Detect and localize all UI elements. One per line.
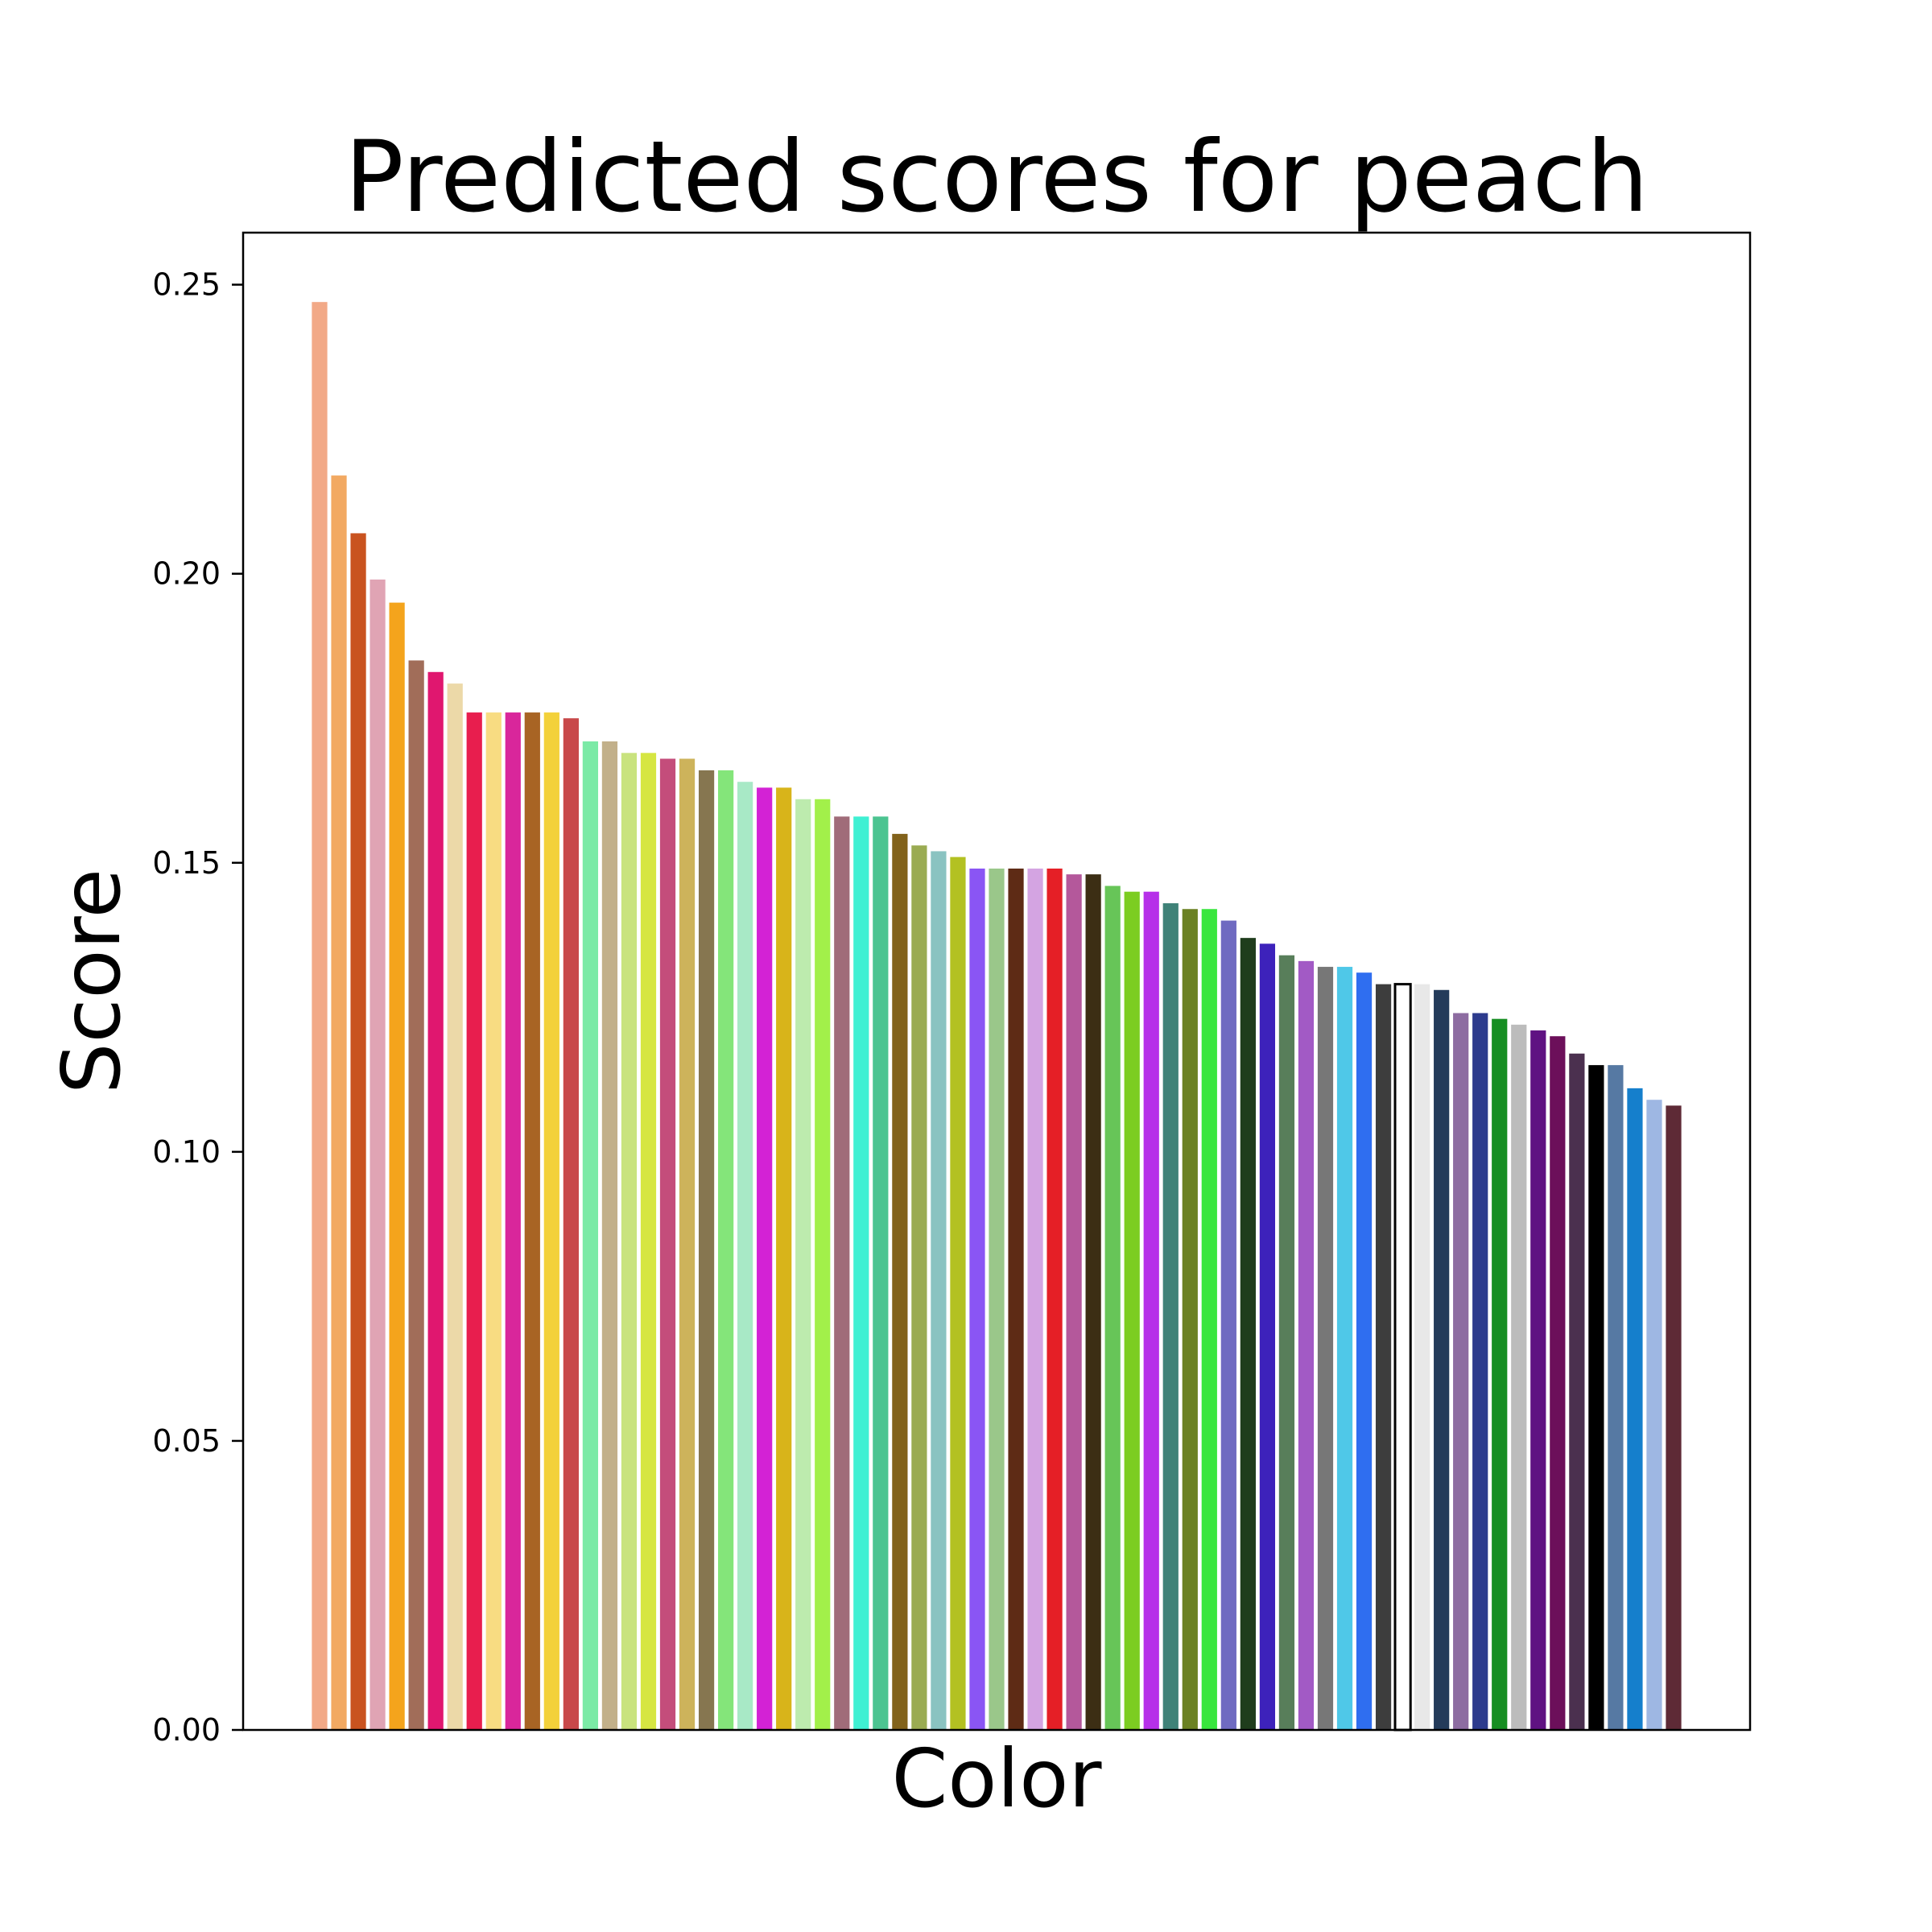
bar xyxy=(717,770,734,1730)
y-tick-label: 0.25 xyxy=(152,267,221,303)
bar xyxy=(815,799,831,1730)
bar xyxy=(1027,868,1043,1730)
bar xyxy=(1201,909,1217,1730)
bar xyxy=(834,816,850,1730)
bar xyxy=(1220,920,1236,1730)
bar xyxy=(524,712,540,1730)
bar xyxy=(1608,1065,1624,1730)
bar xyxy=(757,787,773,1731)
bar xyxy=(1317,967,1334,1730)
y-tick-label: 0.00 xyxy=(152,1712,221,1748)
bar xyxy=(505,712,521,1730)
bar xyxy=(1492,1018,1508,1730)
bar xyxy=(485,712,502,1730)
bar xyxy=(1453,1013,1469,1730)
bar xyxy=(1240,938,1256,1730)
bar xyxy=(1666,1105,1682,1730)
bar xyxy=(466,712,482,1730)
bar xyxy=(969,868,985,1730)
bar xyxy=(1046,868,1063,1730)
bar xyxy=(659,758,676,1730)
bar xyxy=(1434,989,1450,1730)
bar xyxy=(1472,1013,1488,1730)
bar xyxy=(350,533,366,1731)
bar xyxy=(331,475,347,1730)
chart-title: Predicted scores for peach xyxy=(345,120,1649,234)
bar xyxy=(389,602,405,1730)
bar xyxy=(408,660,424,1731)
y-tick-label: 0.20 xyxy=(152,556,221,592)
bar xyxy=(1569,1053,1585,1730)
bar xyxy=(621,753,638,1730)
bar xyxy=(853,816,869,1730)
bar xyxy=(776,787,792,1731)
bar xyxy=(1646,1100,1662,1730)
bar xyxy=(1588,1065,1604,1730)
bar xyxy=(698,770,715,1730)
bar xyxy=(1143,891,1159,1730)
bar xyxy=(931,851,947,1730)
bar xyxy=(892,833,908,1730)
y-tick-label: 0.05 xyxy=(152,1423,221,1459)
bar xyxy=(1259,943,1276,1730)
bar xyxy=(1162,903,1179,1730)
bar xyxy=(795,799,811,1730)
bar xyxy=(601,741,618,1730)
bar xyxy=(1066,874,1082,1730)
bar xyxy=(950,857,966,1730)
bar xyxy=(911,845,927,1730)
bar xyxy=(1104,886,1121,1730)
bar xyxy=(1124,891,1140,1730)
bar xyxy=(1182,909,1198,1730)
bar xyxy=(447,683,463,1730)
bar xyxy=(679,758,696,1730)
bar xyxy=(1550,1036,1566,1730)
bar xyxy=(582,741,599,1730)
bar xyxy=(737,782,753,1730)
y-tick-label: 0.10 xyxy=(152,1134,221,1170)
y-axis: 0.00 0.05 0.10 0.15 0.20 0.25 xyxy=(152,267,243,1748)
bar xyxy=(369,579,386,1730)
bar xyxy=(1530,1030,1546,1730)
plot-frame xyxy=(242,231,1752,1732)
bar xyxy=(1298,960,1315,1730)
bar xyxy=(1336,967,1353,1730)
bar xyxy=(563,718,579,1730)
bar xyxy=(640,753,657,1730)
bar xyxy=(1627,1088,1643,1730)
bar xyxy=(1511,1024,1527,1730)
bar xyxy=(1085,874,1101,1730)
bar xyxy=(1375,984,1392,1730)
bar xyxy=(1278,955,1295,1730)
bar xyxy=(1393,983,1412,1732)
x-axis-label: Color xyxy=(891,1732,1102,1826)
bar xyxy=(989,868,1005,1730)
bar xyxy=(543,712,559,1730)
bar xyxy=(1414,984,1430,1730)
bar xyxy=(873,816,889,1730)
bar xyxy=(427,671,444,1730)
bar xyxy=(312,302,328,1731)
bar xyxy=(1008,868,1024,1730)
y-tick-label: 0.15 xyxy=(152,845,221,881)
y-axis-label: Score xyxy=(44,869,138,1094)
bars-group xyxy=(312,302,1682,1732)
bar xyxy=(1356,972,1373,1730)
